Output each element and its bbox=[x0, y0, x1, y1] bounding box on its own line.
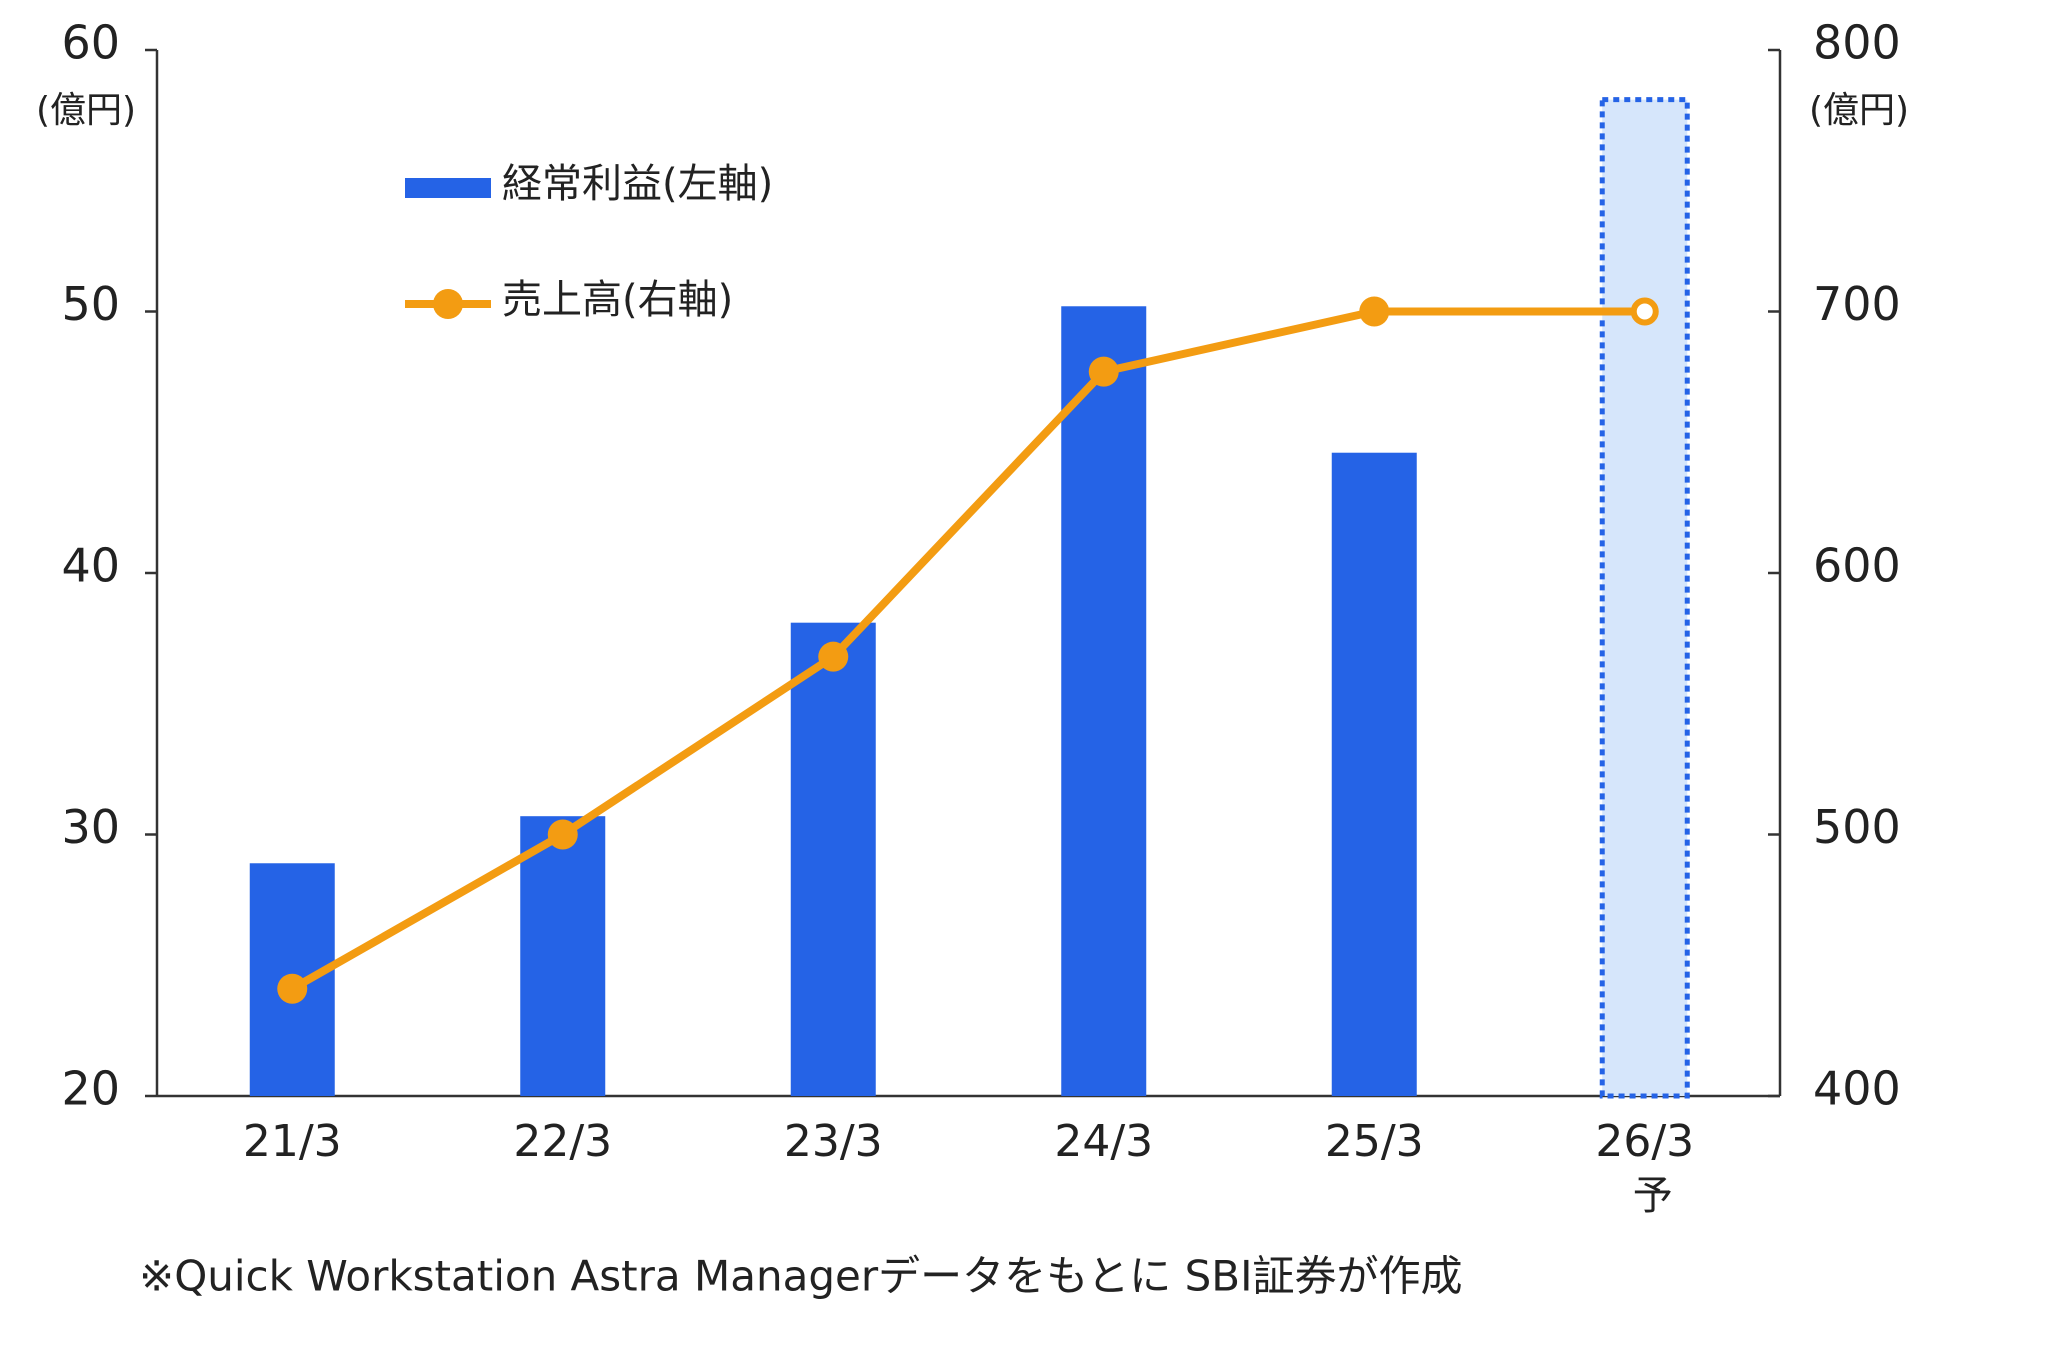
bar bbox=[1331, 452, 1417, 1097]
legend-marker bbox=[433, 289, 463, 319]
y2-tick-label: 600 bbox=[1813, 539, 1901, 593]
y-tick-label: 60 bbox=[61, 16, 120, 70]
bar bbox=[520, 816, 606, 1096]
y2-axis-label: (億円) bbox=[1809, 90, 1909, 131]
x-tick-label: 23/3 bbox=[784, 1116, 883, 1167]
forecast-marker bbox=[1630, 297, 1659, 326]
footnote: ※Quick Workstation Astra Managerデータをもとに … bbox=[139, 1252, 1462, 1301]
x-tick-label: 24/3 bbox=[1054, 1116, 1153, 1167]
bar bbox=[790, 622, 876, 1096]
y2-tick-label: 800 bbox=[1813, 16, 1901, 70]
marker bbox=[277, 973, 308, 1004]
x-tick-label: 26/3 bbox=[1595, 1116, 1694, 1167]
y-tick-label: 50 bbox=[61, 277, 120, 331]
marker bbox=[1088, 356, 1119, 387]
marker bbox=[547, 819, 578, 850]
y2-tick-label: 400 bbox=[1813, 1062, 1901, 1116]
x-tick-note: 予 bbox=[1633, 1173, 1673, 1219]
marker bbox=[1359, 296, 1390, 327]
y2-tick-label: 700 bbox=[1813, 277, 1901, 331]
legend-swatch bbox=[405, 178, 491, 198]
bar bbox=[1061, 306, 1147, 1096]
y-tick-label: 20 bbox=[61, 1062, 120, 1116]
y2-tick-label: 500 bbox=[1813, 800, 1901, 854]
legend-label: 売上高(右軸) bbox=[502, 277, 733, 323]
legend-label: 経常利益(左軸) bbox=[502, 161, 773, 207]
y-axis-label: (億円) bbox=[36, 90, 136, 131]
x-tick-label: 25/3 bbox=[1325, 1116, 1424, 1167]
x-tick-label: 21/3 bbox=[243, 1116, 342, 1167]
marker bbox=[818, 641, 849, 672]
y-tick-label: 30 bbox=[61, 800, 120, 854]
x-tick-label: 22/3 bbox=[513, 1116, 612, 1167]
forecast-bar bbox=[1599, 97, 1690, 1099]
line bbox=[290, 307, 1645, 993]
y-tick-label: 40 bbox=[61, 539, 120, 593]
